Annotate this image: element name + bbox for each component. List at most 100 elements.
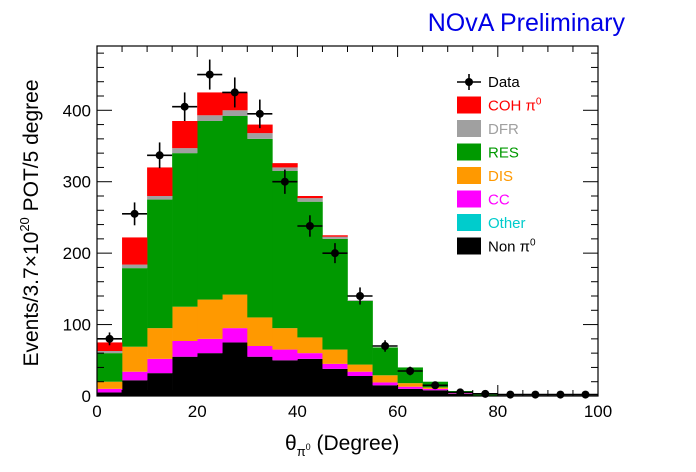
- bar-coh-bin-2: [147, 167, 173, 196]
- x-tick-label-100: 100: [584, 402, 612, 421]
- bar-dfr-bin-3: [172, 148, 198, 154]
- bar-coh-bin-8: [297, 196, 323, 199]
- bar-non-bin-4: [197, 353, 223, 396]
- bar-cc-bin-5: [222, 328, 248, 343]
- bar-dis-bin-9: [322, 349, 348, 364]
- bar-non-bin-8: [297, 358, 323, 396]
- legend-item-data: Data: [457, 74, 520, 91]
- legend-swatch-non: [457, 237, 481, 255]
- bar-dfr-bin-7: [272, 167, 298, 171]
- data-point-7: [280, 177, 289, 186]
- bar-dis-bin-11: [372, 375, 398, 383]
- bar-dis-bin-1: [122, 346, 148, 372]
- bar-coh-bin-1: [122, 237, 148, 265]
- legend-swatch-cc: [457, 190, 481, 208]
- data-point-16: [506, 390, 515, 399]
- data-point-14: [456, 388, 465, 397]
- data-point-6: [255, 109, 264, 118]
- bar-cc-bin-3: [172, 341, 198, 357]
- data-point-19: [581, 390, 590, 399]
- bar-res-bin-5: [222, 116, 248, 295]
- bar-cc-bin-10: [347, 371, 373, 376]
- legend-label-res: RES: [488, 145, 519, 162]
- data-point-11: [381, 342, 390, 350]
- x-axis-title-sup: 0: [306, 442, 311, 452]
- y-tick-label-100: 100: [63, 316, 91, 335]
- bar-dis-bin-2: [147, 328, 173, 359]
- bar-res-bin-11: [372, 347, 398, 376]
- bar-dfr-bin-8: [297, 198, 323, 202]
- bar-dfr-bin-0: [97, 351, 123, 354]
- data-point-1: [130, 209, 139, 218]
- legend-label-data: Data: [488, 74, 520, 91]
- bar-non-bin-10: [347, 376, 373, 396]
- data-point-8: [305, 222, 314, 230]
- legend-item-dis: DIS: [457, 167, 513, 185]
- y-tick-label-200: 200: [63, 244, 91, 263]
- bar-cc-bin-8: [297, 353, 323, 359]
- legend-item-coh: COH π0: [457, 96, 542, 115]
- data-point-15: [481, 389, 490, 398]
- legend-item-res: RES: [457, 143, 519, 162]
- bar-non-bin-13: [422, 390, 448, 396]
- data-point-10: [356, 292, 365, 300]
- bar-coh-bin-3: [172, 121, 198, 149]
- y-axis-title-sup: 20: [17, 217, 32, 231]
- x-axis-title-rest: (Degree): [311, 432, 400, 455]
- data-point-18: [556, 390, 565, 399]
- bar-non-bin-7: [272, 360, 298, 396]
- legend-swatch-res: [457, 143, 481, 161]
- bar-dis-bin-0: [97, 381, 123, 389]
- y-axis-title-pre: Events/3.7×10: [20, 232, 43, 367]
- legend-data-marker: [465, 78, 473, 86]
- bar-dis-bin-5: [222, 294, 248, 329]
- bar-non-bin-9: [322, 368, 348, 396]
- bar-dfr-bin-4: [197, 115, 223, 121]
- data-point-17: [531, 390, 540, 399]
- bar-cc-bin-0: [97, 388, 123, 393]
- legend-swatch-coh: [457, 96, 481, 114]
- legend-swatch-other: [457, 214, 481, 231]
- bar-dis-bin-10: [347, 364, 373, 372]
- y-tick-label-300: 300: [63, 173, 91, 192]
- legend: Data COH π0 DFR RES DIS CC Other Non π0: [457, 74, 542, 256]
- bar-non-bin-11: [372, 385, 398, 396]
- bar-dis-bin-6: [247, 317, 273, 346]
- legend-item-other: Other: [457, 214, 526, 232]
- bar-res-bin-3: [172, 153, 198, 307]
- bar-res-bin-1: [122, 268, 148, 347]
- data-point-2: [155, 151, 164, 160]
- bar-res-bin-2: [147, 199, 173, 329]
- x-axis-title-sub: π: [297, 444, 306, 459]
- data-point-0: [105, 334, 114, 343]
- legend-label-other: Other: [488, 215, 526, 232]
- legend-label-coh: COH π0: [488, 97, 542, 115]
- bar-res-bin-10: [347, 301, 373, 365]
- y-axis-title-post: POT/5 degree: [20, 79, 43, 217]
- legend-swatch-dfr: [457, 120, 481, 137]
- bar-non-bin-5: [222, 342, 248, 396]
- bar-dis-bin-3: [172, 306, 198, 341]
- bar-dfr-bin-2: [147, 196, 173, 200]
- data-point-5: [230, 88, 239, 97]
- bar-non-bin-1: [122, 380, 148, 396]
- bar-cc-bin-13: [422, 388, 448, 391]
- bar-coh-bin-0: [97, 342, 123, 351]
- bar-dfr-bin-1: [122, 264, 148, 269]
- bar-non-bin-3: [172, 356, 198, 396]
- axis-ticks: 0 20 40 60 80 100 0 100 200 300 400: [63, 46, 612, 421]
- legend-label-dfr: DFR: [488, 121, 519, 138]
- x-tick-label-60: 60: [388, 402, 407, 421]
- x-axis-title-theta: θ: [285, 432, 297, 455]
- bar-non-bin-0: [97, 392, 123, 396]
- bar-non-bin-2: [147, 373, 173, 396]
- bar-dis-bin-7: [272, 328, 298, 350]
- stack-bars: [97, 92, 499, 396]
- bar-coh-bin-6: [247, 124, 273, 134]
- legend-item-non: Non π0: [457, 237, 536, 256]
- bar-cc-bin-7: [272, 349, 298, 361]
- x-tick-label-40: 40: [288, 402, 307, 421]
- bar-cc-bin-6: [247, 346, 273, 357]
- bar-res-bin-4: [197, 121, 223, 300]
- bar-cc-bin-11: [372, 382, 398, 386]
